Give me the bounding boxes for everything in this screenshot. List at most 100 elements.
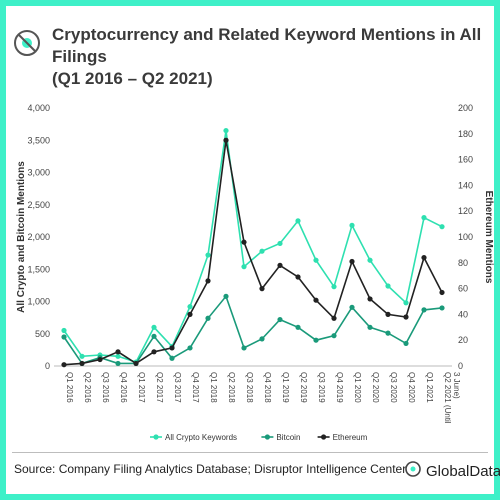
point-ethereum <box>151 349 157 355</box>
y2-tick-label: 120 <box>458 206 473 216</box>
legend-label-ethereum: Ethereum <box>333 433 368 442</box>
point-all-crypto <box>151 324 157 330</box>
y-tick-label: 3,000 <box>27 168 50 178</box>
chart-title-line2: (Q1 2016 – Q2 2021) <box>52 69 213 88</box>
y-tick-label: 3,500 <box>27 135 50 145</box>
point-ethereum <box>277 262 283 268</box>
y2-tick-label: 0 <box>458 361 463 371</box>
point-all-crypto <box>295 218 301 224</box>
x-tick-label: Q4 2019 <box>335 372 344 403</box>
point-ethereum <box>439 289 445 296</box>
point-bitcoin <box>169 355 175 361</box>
brand-name: GlobalData. <box>426 463 500 480</box>
x-tick-label: Q1 2020 <box>353 372 362 403</box>
point-all-crypto <box>385 283 391 289</box>
point-ethereum <box>97 356 103 363</box>
point-bitcoin <box>439 305 445 311</box>
point-ethereum <box>223 137 229 143</box>
y-tick-label: 2,500 <box>27 200 50 210</box>
x-tick-label: Q1 2019 <box>281 372 290 403</box>
point-all-crypto <box>223 127 229 134</box>
point-all-crypto <box>115 353 121 359</box>
y2-tick-label: 140 <box>458 180 473 190</box>
x-tick-label: Q1 2016 <box>65 372 74 403</box>
footer-divider <box>12 452 488 453</box>
x-tick-label: Q2 2016 <box>83 372 92 403</box>
series-line-ethereum <box>63 140 443 366</box>
y-tick-label: 1,500 <box>27 264 50 274</box>
point-all-crypto <box>277 240 283 247</box>
x-tick-label: Q3 2018 <box>245 372 254 403</box>
x-tick-label: Q3 2019 <box>317 372 326 403</box>
point-all-crypto <box>187 304 193 310</box>
y2-tick-label: 160 <box>458 155 473 165</box>
x-tick-label: Q4 2017 <box>191 372 200 403</box>
x-tick-label: Q4 2020 <box>407 372 416 403</box>
point-ethereum <box>367 296 373 302</box>
y-axis-title: All Crypto and Bitcoin Mentions <box>16 161 27 313</box>
point-bitcoin <box>241 345 247 351</box>
chart-title: Cryptocurrency and Related Keyword Menti… <box>52 24 482 90</box>
x-tick-label: Q3 2020 <box>389 372 398 403</box>
point-ethereum <box>61 362 67 368</box>
point-bitcoin <box>313 337 319 343</box>
legend-label-all-crypto: All Crypto Keywords <box>165 433 237 442</box>
point-bitcoin <box>205 315 211 321</box>
point-ethereum <box>313 297 319 303</box>
y2-tick-label: 40 <box>458 309 468 319</box>
point-ethereum <box>79 360 85 367</box>
point-ethereum <box>205 278 211 284</box>
point-bitcoin <box>421 307 427 313</box>
point-all-crypto <box>259 248 265 254</box>
point-bitcoin <box>259 336 265 342</box>
point-all-crypto <box>421 215 427 221</box>
point-bitcoin <box>187 345 193 351</box>
source-note: Source: Company Filing Analytics Databas… <box>14 462 407 476</box>
y2-tick-label: 60 <box>458 284 468 294</box>
y-tick-label: 500 <box>35 329 50 339</box>
series-line-all-crypto <box>63 130 443 364</box>
x-tick-label: Q2 2020 <box>371 372 380 403</box>
point-ethereum <box>385 311 391 317</box>
legend-marker-all-crypto <box>153 434 159 440</box>
point-ethereum <box>421 255 427 261</box>
point-bitcoin <box>367 324 373 330</box>
x-tick-label: Q2 2017 <box>155 372 164 403</box>
point-all-crypto <box>349 222 355 228</box>
legend-label-bitcoin: Bitcoin <box>276 433 300 442</box>
y-tick-label: 0 <box>45 361 50 371</box>
y2-tick-label: 80 <box>458 258 468 268</box>
point-bitcoin <box>151 333 157 339</box>
point-all-crypto <box>79 353 85 359</box>
point-all-crypto <box>241 264 247 270</box>
point-bitcoin <box>61 334 67 340</box>
x-tick-label: Q1 2018 <box>209 372 218 403</box>
y2-axis-title: Ethereum Mentions <box>483 191 494 284</box>
point-all-crypto <box>61 327 67 334</box>
legend-marker-bitcoin <box>264 434 270 440</box>
y-tick-label: 2,000 <box>27 232 50 242</box>
point-ethereum <box>295 274 301 280</box>
point-bitcoin <box>115 360 121 367</box>
x-tick-label: Q2 2021 (Until3 June) <box>443 372 461 424</box>
brand-logo: GlobalData. <box>404 460 500 483</box>
x-tick-label: Q4 2016 <box>119 372 128 403</box>
x-tick-label: Q1 2021 <box>425 372 434 403</box>
point-all-crypto <box>439 224 445 230</box>
point-all-crypto <box>205 252 211 258</box>
point-ethereum <box>115 349 121 355</box>
y2-tick-label: 200 <box>458 103 473 113</box>
point-ethereum <box>169 345 175 351</box>
point-all-crypto <box>313 257 319 263</box>
globe-icon <box>404 460 422 483</box>
chart-title-line1: Cryptocurrency and Related Keyword Menti… <box>52 25 482 66</box>
x-tick-label: Q3 2017 <box>173 372 182 403</box>
y2-tick-label: 180 <box>458 129 473 139</box>
point-bitcoin <box>277 316 283 323</box>
point-bitcoin <box>331 333 337 339</box>
point-ethereum <box>403 314 409 320</box>
point-bitcoin <box>295 324 301 330</box>
legend-marker-ethereum <box>321 434 327 440</box>
point-bitcoin <box>403 340 409 347</box>
